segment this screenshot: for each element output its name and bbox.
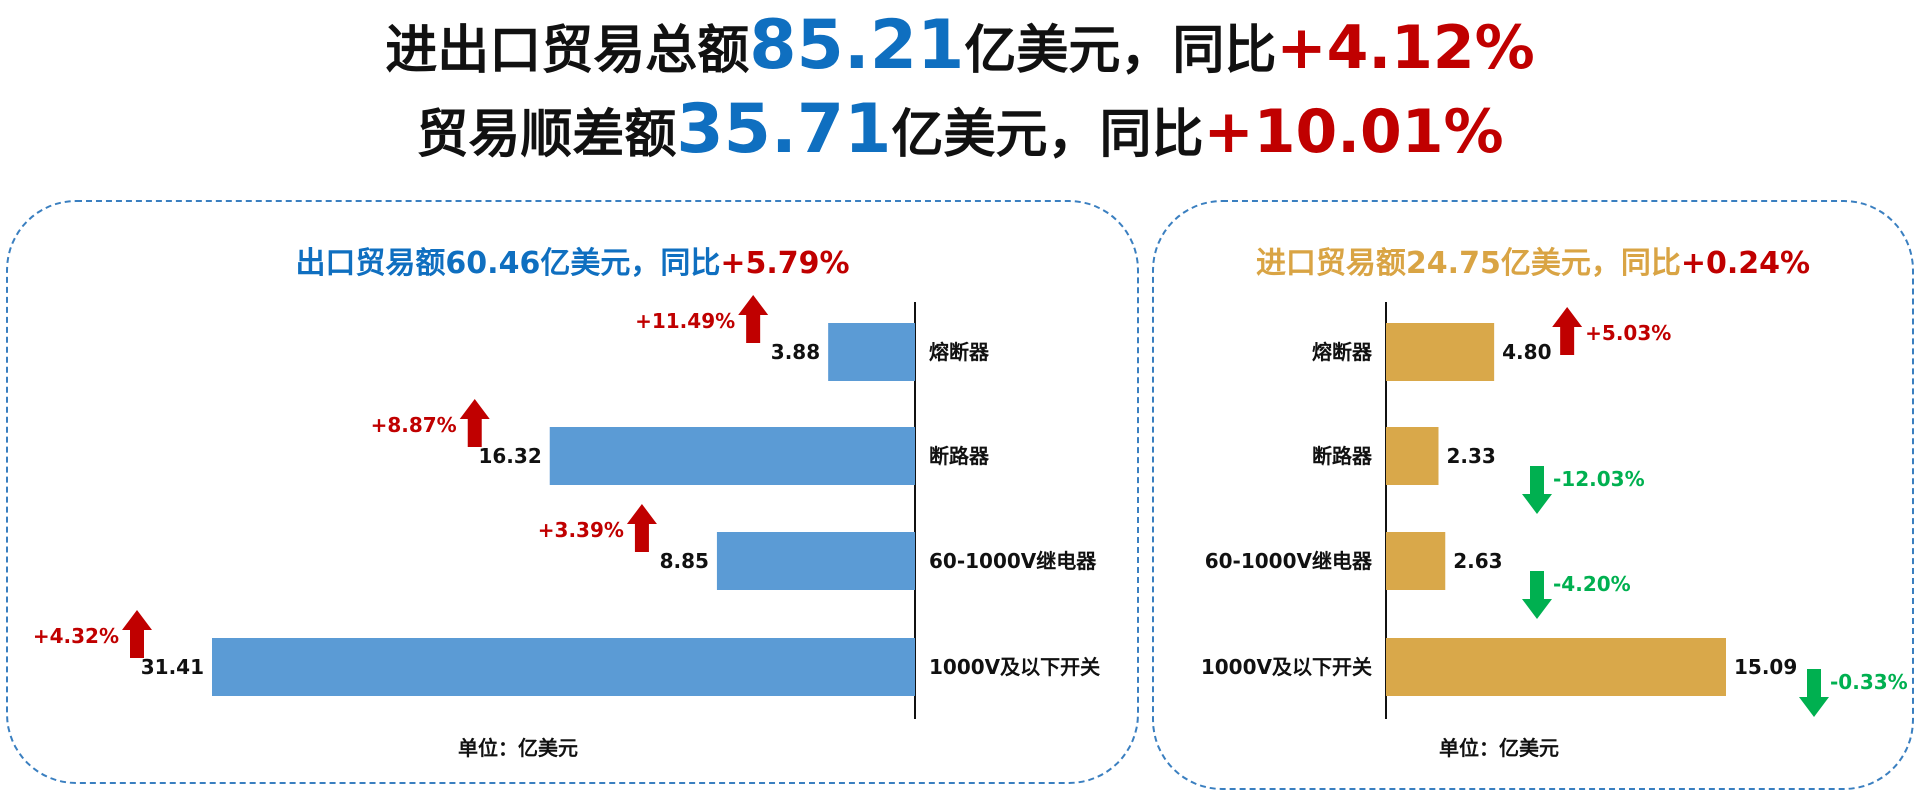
export-bar [716,532,915,590]
export-change-label: +3.39% [538,518,624,542]
import-change-label: -0.33% [1830,670,1908,694]
headline-surplus-middle: 亿美元，同比 [891,105,1204,165]
import-category-label: 60-1000V继电器 [1205,549,1373,573]
export-value-label: 3.88 [771,340,820,364]
export-change-arrow-icon [459,399,490,447]
headline-trade-surplus: 贸易顺差额35.71亿美元，同比+10.01% [0,88,1920,172]
export-change-label: +11.49% [635,309,735,333]
import-value-label: 2.33 [1446,444,1495,468]
import-bar [1386,323,1495,381]
export-change-arrow-icon [122,610,152,658]
import-change-arrow-icon [1799,669,1829,717]
export-category-label: 断路器 [929,444,990,468]
import-change-label: +5.03% [1585,321,1671,345]
export-change-arrow-icon [626,504,657,552]
headline-total-middle: 亿美元，同比 [964,21,1277,81]
import-category-label: 断路器 [1312,444,1373,468]
import-title-prefix: 进口贸易额24.75亿美元，同比 [1255,246,1681,281]
export-bar [549,427,915,485]
import-bar [1386,532,1446,590]
export-category-label: 60-1000V继电器 [929,549,1097,573]
import-unit-label: 单位：亿美元 [1439,736,1559,760]
import-panel: 进口贸易额24.75亿美元，同比+0.24% 熔断器 4.80 +5.03% 断路器 2… [1152,200,1914,790]
import-bar [1386,638,1726,696]
import-value-label: 4.80 [1502,340,1551,364]
export-chart-title: 出口贸易额60.46亿美元，同比+5.79% [8,238,1137,282]
export-title-prefix: 出口贸易额60.46亿美元，同比 [295,246,721,281]
headline-surplus-prefix: 贸易顺差额 [416,105,677,165]
import-bar [1386,427,1439,485]
export-bar [828,323,915,381]
export-change-label: +4.32% [33,624,119,648]
import-change-arrow-icon [1522,466,1552,514]
export-change-arrow-icon [738,295,769,343]
import-chart-title: 进口贸易额24.75亿美元，同比+0.24% [1154,238,1912,282]
export-value-label: 8.85 [660,549,709,573]
import-category-label: 熔断器 [1312,340,1373,364]
export-value-label: 16.32 [478,444,541,468]
headline-total-value: 85.21 [749,6,965,85]
headline-surplus-change: +10.01% [1203,97,1504,167]
export-value-label: 31.41 [141,655,204,679]
import-title-change: +0.24% [1680,246,1811,281]
export-bar-chart: 熔断器 3.88 +11.49% 断路器 16.32 +8.87% 60-1000V继电器 8… [33,295,1100,719]
import-value-label: 2.63 [1453,549,1502,573]
import-change-arrow-icon [1522,571,1552,619]
import-value-label: 15.09 [1734,655,1797,679]
export-title-change: +5.79% [720,246,850,281]
export-category-label: 熔断器 [929,340,990,364]
import-change-label: -12.03% [1553,467,1645,491]
import-change-arrow-icon [1552,307,1583,355]
export-panel: 出口贸易额60.46亿美元，同比+5.79% 熔断器 3.88 +11.49% 断路器… [6,200,1139,784]
import-category-label: 1000V及以下开关 [1201,655,1372,679]
export-unit-label: 单位：亿美元 [458,736,578,760]
headline-total-trade: 进出口贸易总额85.21亿美元，同比+4.12% [0,4,1920,88]
export-change-label: +8.87% [371,413,457,437]
headline-total-prefix: 进出口贸易总额 [385,21,750,81]
headline-surplus-value: 35.71 [676,90,892,169]
export-bar [212,638,915,696]
import-change-label: -4.20% [1553,572,1631,596]
headline-total-change: +4.12% [1276,13,1535,83]
import-bar-chart: 熔断器 4.80 +5.03% 断路器 2.33 -12.03% 60-1000V继电器 2.… [1201,302,1908,719]
export-category-label: 1000V及以下开关 [929,655,1100,679]
